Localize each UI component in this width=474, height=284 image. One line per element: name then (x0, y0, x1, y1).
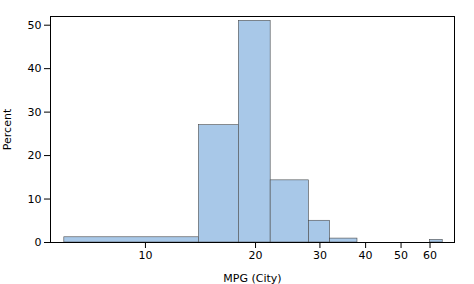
svg-text:30: 30 (28, 106, 42, 119)
svg-text:MPG (City): MPG (City) (223, 272, 281, 284)
svg-text:50: 50 (28, 19, 42, 32)
svg-text:40: 40 (28, 62, 42, 75)
svg-text:20: 20 (28, 149, 42, 162)
svg-text:10: 10 (138, 249, 152, 262)
svg-text:10: 10 (28, 193, 42, 206)
svg-text:30: 30 (313, 249, 327, 262)
svg-text:60: 60 (423, 249, 437, 262)
svg-text:0: 0 (35, 236, 42, 249)
svg-text:50: 50 (394, 249, 408, 262)
svg-text:20: 20 (249, 249, 263, 262)
svg-text:Percent: Percent (1, 108, 14, 150)
svg-text:40: 40 (359, 249, 373, 262)
